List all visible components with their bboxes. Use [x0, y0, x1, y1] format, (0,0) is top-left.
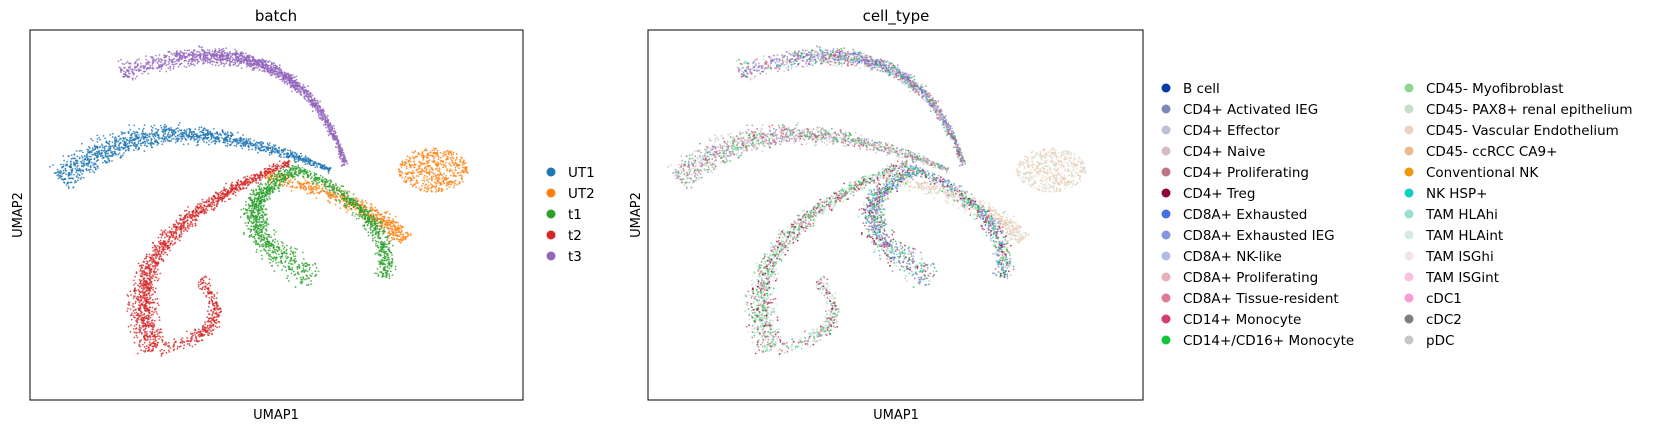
- batch-points-t3: [117, 45, 349, 167]
- batch-legend-label-ut2: UT2: [568, 186, 595, 202]
- cell-type-legend-label-conventional-nk: Conventional NK: [1426, 165, 1539, 181]
- batch-legend-marker-ut2: [546, 188, 556, 198]
- cell-type-points-t2: [744, 159, 909, 357]
- cell-type-legend-label-pdc: pDC: [1426, 333, 1454, 349]
- cell-type-legend-label-cd14-monocyte: CD14+ Monocyte: [1183, 312, 1301, 328]
- cell-type-legend-marker-cdc2: [1404, 314, 1414, 324]
- cell-type-legend-marker-cd4-effector: [1161, 125, 1171, 135]
- cell-type-legend-marker-b-cell: [1161, 83, 1171, 93]
- cell-type-legend-marker-cd14-cd16-monocyte: [1161, 335, 1171, 345]
- cell-type-legend-marker-cd8a-exhausted: [1161, 209, 1171, 219]
- panel-cell-type-points: [667, 45, 1087, 357]
- batch-legend-label-t2: t2: [568, 228, 582, 244]
- cell-type-legend-label-cd8a-exhausted-ieg: CD8A+ Exhausted IEG: [1183, 228, 1335, 244]
- cell-type-legend-marker-cd45-myofibroblast: [1404, 83, 1414, 93]
- cell-type-legend-label-tam-hlahi: TAM HLAhi: [1425, 207, 1498, 223]
- cell-type-legend-label-cd4-activated-ieg: CD4+ Activated IEG: [1183, 102, 1318, 118]
- cell-type-legend-marker-cd8a-exhausted-ieg: [1161, 230, 1171, 240]
- panel-cell-type-title: cell_type: [863, 7, 930, 26]
- cell-type-points-t3: [735, 45, 967, 167]
- panel-batch-frame: [29, 29, 524, 401]
- cell-type-legend-label-cdc2: cDC2: [1426, 312, 1462, 328]
- cell-type-legend-label-cd45-pax8-renal-epithelium: CD45- PAX8+ renal epithelium: [1426, 102, 1633, 118]
- cell-type-legend-marker-cd8a-proliferating: [1161, 272, 1171, 282]
- cell-type-legend-marker-pdc: [1404, 335, 1414, 345]
- cell-type-legend-marker-tam-isgint: [1404, 272, 1414, 282]
- cell-type-legend-marker-cd4-proliferating: [1161, 167, 1171, 177]
- cell-type-legend-marker-tam-isghi: [1404, 251, 1414, 261]
- cell-type-legend-label-cd8a-nk-like: CD8A+ NK-like: [1183, 249, 1282, 265]
- batch-legend-label-ut1: UT1: [568, 165, 595, 181]
- batch-legend-marker-t2: [546, 230, 556, 240]
- cell-type-points-t1: [857, 161, 1015, 288]
- panel-batch-legend: UT1 UT2 t1 t2 t3: [546, 165, 595, 265]
- batch-legend-marker-t3: [546, 251, 556, 261]
- cell-type-legend-marker-cd14-monocyte: [1161, 314, 1171, 324]
- cell-type-legend-marker-conventional-nk: [1404, 167, 1414, 177]
- cell-type-legend-label-cd4-treg: CD4+ Treg: [1183, 186, 1255, 202]
- panel-batch-xlabel: UMAP1: [253, 408, 299, 423]
- panel-cell-type-legend: B cell CD4+ Activated IEG CD4+ Effector CD4…: [1161, 81, 1633, 349]
- cell-type-legend-label-cd45-ccrcc-ca9: CD45- ccRCC CA9+: [1426, 144, 1557, 160]
- cell-type-legend-label-cd8a-exhausted: CD8A+ Exhausted: [1183, 207, 1307, 223]
- cell-type-legend-label-tam-hlaint: TAM HLAint: [1425, 228, 1503, 244]
- cell-type-legend-label-cd4-naive: CD4+ Naive: [1183, 144, 1265, 160]
- panel-batch-ylabel: UMAP2: [11, 192, 26, 238]
- panel-batch-points: [49, 45, 469, 357]
- panel-batch: batch UMAP1 UMAP2 UT1 UT2 t1 t2 t3: [11, 7, 595, 423]
- cell-type-legend-marker-cd4-treg: [1161, 188, 1171, 198]
- cell-type-legend-marker-tam-hlahi: [1404, 209, 1414, 219]
- cell-type-legend-label-cd14-cd16-monocyte: CD14+/CD16+ Monocyte: [1183, 333, 1354, 349]
- panel-cell-type-ylabel: UMAP2: [629, 192, 644, 238]
- panel-cell-type-frame: [647, 29, 1144, 401]
- cell-type-legend-marker-cd45-ccrcc-ca9: [1404, 146, 1414, 156]
- cell-type-legend-marker-cd8a-tissue-resident: [1161, 293, 1171, 303]
- cell-type-legend-label-cd4-effector: CD4+ Effector: [1183, 123, 1280, 139]
- cell-type-legend-label-cd45-myofibroblast: CD45- Myofibroblast: [1426, 81, 1564, 97]
- cell-type-legend-marker-cd8a-nk-like: [1161, 251, 1171, 261]
- cell-type-legend-marker-cd45-pax8-renal-epithelium: [1404, 104, 1414, 114]
- cell-type-legend-label-nk-hsp: NK HSP+: [1426, 186, 1487, 202]
- cell-type-legend-marker-cd4-activated-ieg: [1161, 104, 1171, 114]
- cell-type-legend-marker-cd4-naive: [1161, 146, 1171, 156]
- cell-type-legend-label-tam-isghi: TAM ISGhi: [1425, 249, 1494, 265]
- batch-legend-label-t3: t3: [568, 249, 582, 265]
- batch-legend-marker-t1: [546, 209, 556, 219]
- cell-type-legend-label-cd4-proliferating: CD4+ Proliferating: [1183, 165, 1309, 181]
- cell-type-legend-label-b-cell: B cell: [1183, 81, 1220, 97]
- batch-legend-label-t1: t1: [568, 207, 582, 223]
- cell-type-legend-marker-cd45-vascular-endothelium: [1404, 125, 1414, 135]
- cell-type-legend-marker-nk-hsp: [1404, 188, 1414, 198]
- cell-type-legend-label-tam-isgint: TAM ISGint: [1425, 270, 1499, 286]
- batch-points-t1: [239, 161, 397, 288]
- panel-cell-type-xlabel: UMAP1: [873, 408, 919, 423]
- batch-points-t2: [126, 159, 291, 357]
- batch-legend-marker-ut1: [546, 167, 556, 177]
- panel-batch-title: batch: [255, 7, 297, 25]
- cell-type-legend-marker-tam-hlaint: [1404, 230, 1414, 240]
- cell-type-legend-label-cd8a-tissue-resident: CD8A+ Tissue-resident: [1183, 291, 1339, 307]
- cell-type-legend-marker-cdc1: [1404, 293, 1414, 303]
- cell-type-legend-label-cd8a-proliferating: CD8A+ Proliferating: [1183, 270, 1318, 286]
- cell-type-legend-label-cd45-vascular-endothelium: CD45- Vascular Endothelium: [1426, 123, 1619, 139]
- panel-cell-type: cell_type UMAP1 UMAP2 B cell CD4+ Activat…: [629, 7, 1633, 423]
- batch-points-UT1: [49, 121, 332, 190]
- cell-type-points-UT1: [667, 121, 950, 190]
- cell-type-legend-label-cdc1: cDC1: [1426, 291, 1462, 307]
